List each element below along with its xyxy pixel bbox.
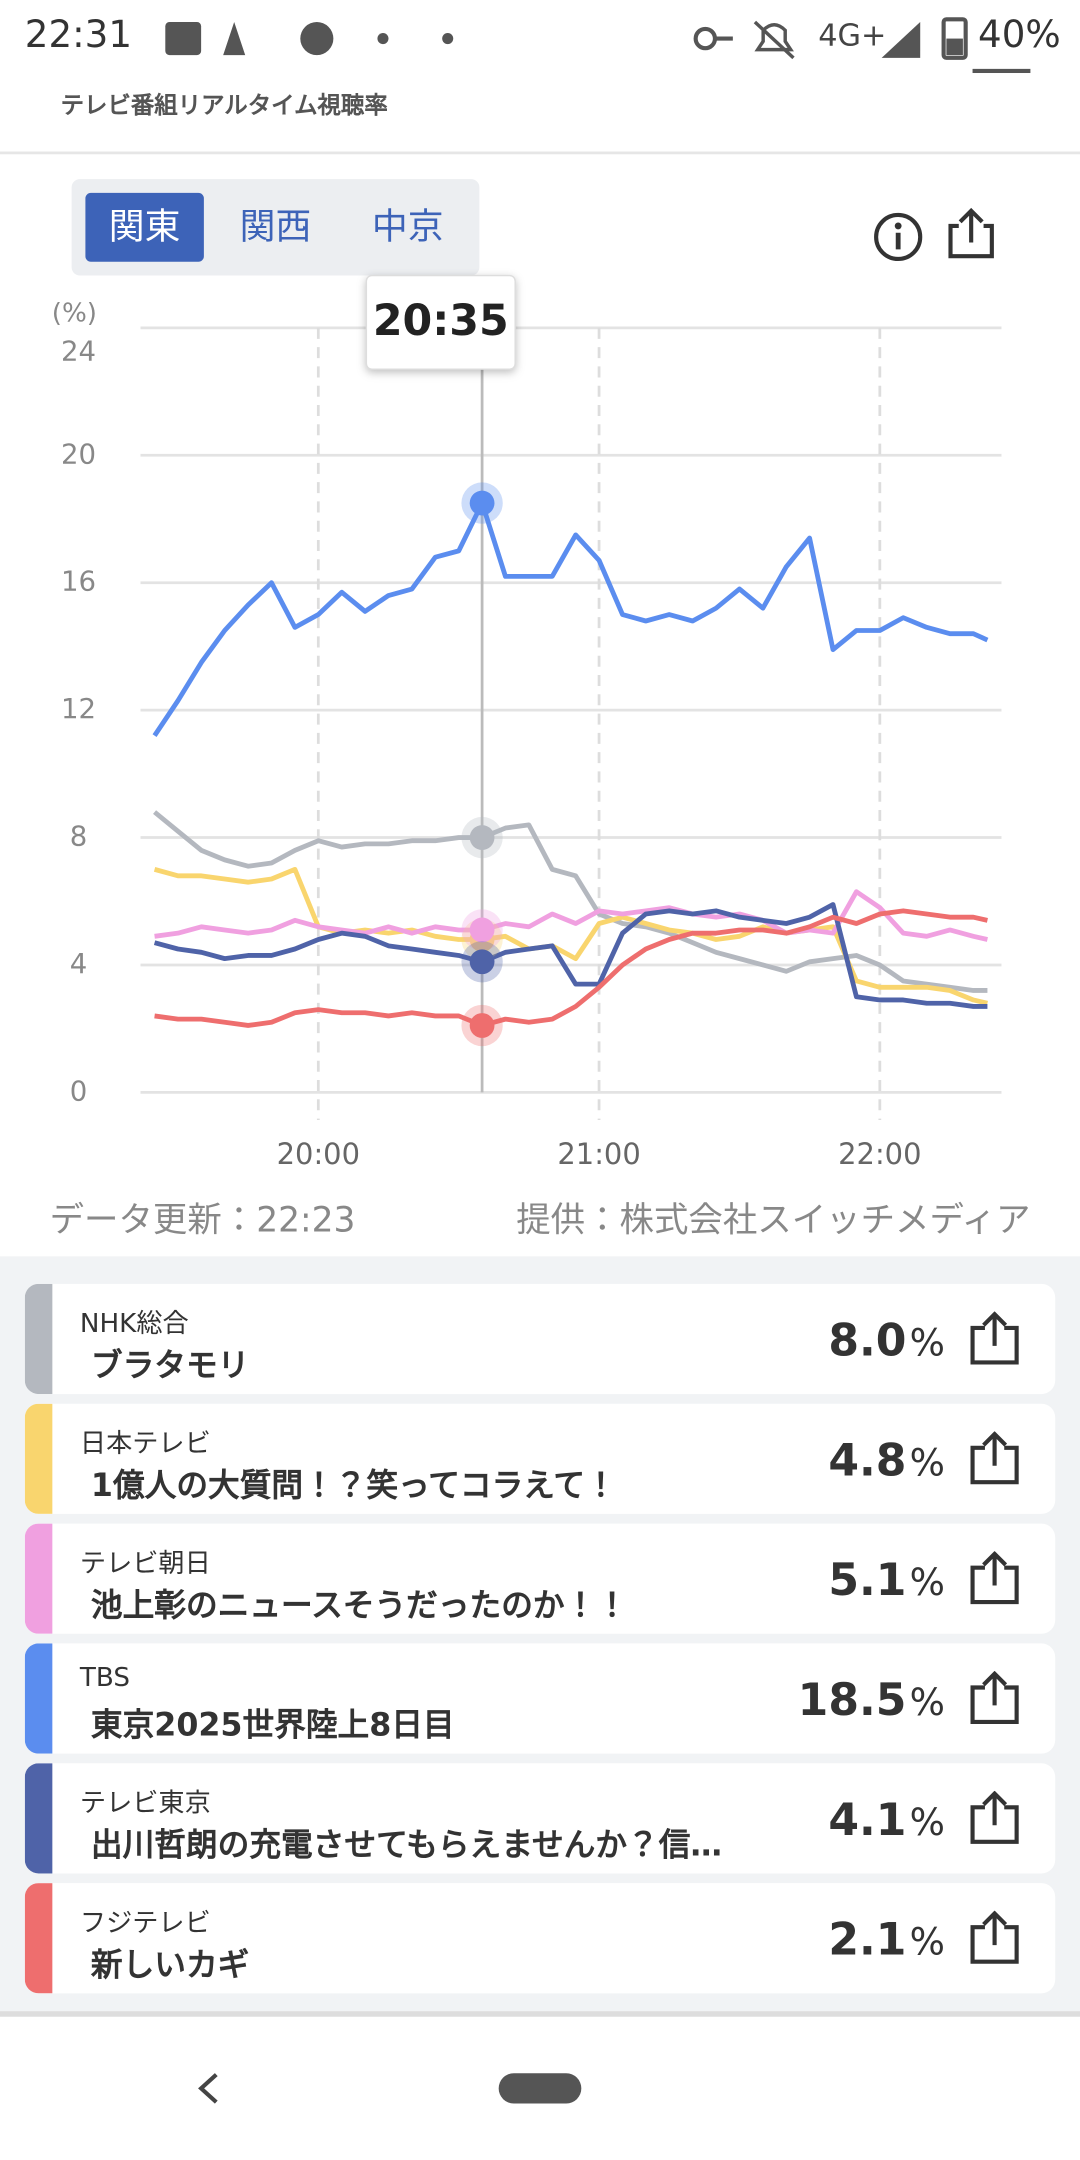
- update-time: データ更新：22:23: [49, 1199, 356, 1240]
- tab[interactable]: 関西: [239, 206, 312, 248]
- x-tick-label: 20:00: [277, 1137, 360, 1171]
- rating-unit: %: [909, 1562, 945, 1605]
- program-card[interactable]: 日本テレビ 1億人の大質問！？笑ってコラえて！ 4.8%: [24, 1403, 1056, 1514]
- channel-name: テレビ東京: [79, 1788, 211, 1819]
- rating-value: 8.0: [828, 1314, 907, 1367]
- hover-point: [469, 825, 495, 850]
- rating-unit: %: [909, 1921, 945, 1965]
- y-tick-label: 24: [61, 336, 96, 368]
- y-tick-label: 0: [70, 1075, 88, 1107]
- x-tick-label: 22:00: [838, 1137, 921, 1171]
- status-icons-right: [693, 20, 921, 60]
- y-tick-label: 4: [70, 948, 88, 980]
- channel-color: [24, 1643, 53, 1754]
- share-button[interactable]: [967, 1311, 1022, 1366]
- series-line: [154, 889, 988, 942]
- header-subtitle: テレビ番組リアルタイム視聴率: [60, 92, 388, 120]
- y-tick-label: 12: [61, 693, 96, 725]
- rating-value: 18.5: [797, 1673, 907, 1727]
- channel-color: [24, 1523, 53, 1634]
- rating-value: 4.8: [828, 1434, 907, 1487]
- rating-unit: %: [909, 1442, 945, 1485]
- battery-icon: [941, 17, 968, 60]
- status-time: 22:31: [24, 13, 132, 57]
- chart: (%) 0 4 8 12 16 20 24 20:00 21:00 22:00 20:35: [52, 274, 1002, 1171]
- hover-point: [469, 917, 495, 943]
- channel-color: [24, 1763, 53, 1874]
- y-tick-label: 8: [70, 821, 88, 853]
- menu-icon[interactable]: [972, 68, 1031, 74]
- series-line: [153, 810, 988, 993]
- channel-name: フジテレビ: [79, 1907, 211, 1939]
- rating-unit: %: [909, 1322, 945, 1366]
- status-icons: [165, 22, 454, 56]
- hover-point: [469, 490, 495, 516]
- channel-color: [24, 1283, 53, 1395]
- share-button[interactable]: [967, 1551, 1022, 1606]
- channel-name: TBS: [79, 1662, 131, 1694]
- program-card[interactable]: NHK総合ブラタモリ 8.0%: [24, 1283, 1056, 1395]
- program-title: 東京2025世界陸上8日目: [90, 1708, 455, 1744]
- header-border: [0, 151, 1080, 155]
- hover-point: [469, 949, 495, 975]
- status-battery: 40%: [978, 13, 1061, 57]
- channel-name: NHK総合: [79, 1308, 189, 1339]
- series-line: [153, 866, 988, 1006]
- share-button[interactable]: [967, 1910, 1022, 1966]
- share-button[interactable]: [967, 1431, 1022, 1486]
- program-card[interactable]: テレビ朝日池上彰のニュースそうだったのか！！ 5.1%: [24, 1523, 1056, 1634]
- data-source: 提供：株式会社スイッチメディア: [516, 1199, 1031, 1240]
- tooltip-label: 20:35: [373, 296, 509, 346]
- tab[interactable]: 中京: [371, 206, 444, 248]
- rating-value: 5.1: [828, 1553, 907, 1607]
- y-axis-label: (%): [52, 299, 97, 329]
- tooltip-box: [365, 274, 516, 370]
- program-list: NHK総合ブラタモリ 8.0% 日本テレビ 1億人の大質問！？笑ってコラえて！ 4.8%…: [0, 1256, 1080, 2014]
- program-card[interactable]: テレビ東京出川哲朗の充電させてもらえませんか？信… 4.1%: [24, 1763, 1056, 1874]
- series-line: [152, 500, 989, 737]
- x-tick-label: 21:00: [557, 1137, 640, 1171]
- program-title: 出川哲朗の充電させてもらえませんか？信…: [90, 1828, 723, 1864]
- program-title: 池上彰のニュースそうだったのか！！: [90, 1588, 628, 1625]
- series-line: [153, 902, 988, 1009]
- channel-name: 日本テレビ: [79, 1428, 211, 1459]
- back-button[interactable]: [198, 2073, 218, 2104]
- channel-color: [24, 1403, 53, 1514]
- rating-unit: %: [909, 1681, 945, 1725]
- program-title: ブラタモリ: [90, 1348, 250, 1385]
- home-button[interactable]: [498, 2073, 582, 2104]
- program-title: 1億人の大質問！？笑ってコラえて！: [90, 1468, 617, 1505]
- share-button[interactable]: [967, 1670, 1022, 1726]
- hover-point: [469, 1013, 495, 1038]
- program-card[interactable]: フジテレビ新しいカギ 2.1%: [24, 1883, 1056, 1994]
- channel-color: [24, 1883, 53, 1994]
- rating-unit: %: [909, 1801, 945, 1845]
- y-tick-label: 16: [61, 566, 96, 598]
- program-title: 新しいカギ: [90, 1947, 250, 1984]
- rating-value: 4.1: [828, 1793, 907, 1846]
- program-card[interactable]: TBS 東京2025世界陸上8日目 18.5%: [24, 1643, 1056, 1754]
- channel-name: テレビ朝日: [79, 1548, 211, 1579]
- nav-bar: [198, 2073, 582, 2104]
- series-line: [154, 908, 988, 1028]
- rating-value: 2.1: [828, 1913, 907, 1966]
- y-tick-label: 20: [61, 438, 96, 470]
- tab-active[interactable]: 関東: [85, 192, 204, 262]
- toolbar-icons[interactable]: [871, 207, 1009, 268]
- share-button[interactable]: [967, 1790, 1022, 1846]
- status-network: 4G+: [818, 19, 887, 54]
- list-border: [0, 2011, 1080, 2017]
